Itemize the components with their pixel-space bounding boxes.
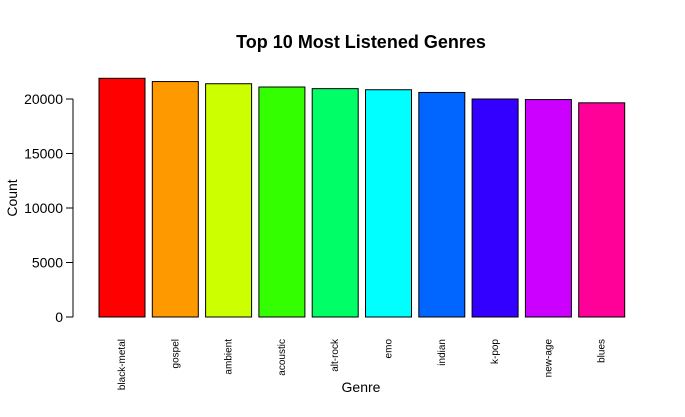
x-tick-label-blues: blues (597, 339, 608, 363)
bar-alt-rock (311, 88, 359, 318)
bar-new-age (524, 99, 572, 318)
x-tick-label-alt-rock: alt-rock (330, 338, 341, 372)
x-tick-label-acoustic: acoustic (277, 339, 288, 376)
y-tick-label: 5000 (32, 255, 63, 271)
bar-blues (578, 102, 626, 318)
x-tick-label-gospel: gospel (170, 339, 181, 368)
bar-acoustic (258, 86, 306, 318)
x-tick-label-emo: emo (384, 339, 395, 359)
bar-emo (365, 89, 412, 318)
y-tick-label: 10000 (24, 200, 63, 216)
x-tick-label-indian: indian (437, 339, 448, 366)
bar-indian (418, 91, 466, 318)
y-axis: 0 5000 10000 15000 20000 (24, 91, 74, 325)
y-axis-label: Count (4, 179, 20, 216)
x-tick-label-black-metal: black-metal (117, 339, 128, 390)
x-tick-label-k-pop: k-pop (490, 339, 501, 364)
y-tick-label: 15000 (24, 146, 63, 162)
x-tick-labels: black-metal gospel ambient acoustic alt-rock… (117, 338, 608, 390)
bar-black-metal (98, 77, 146, 318)
y-tick-label: 0 (55, 309, 63, 325)
bar-k-pop (471, 98, 519, 318)
x-tick-label-ambient: ambient (224, 339, 235, 375)
bar-gospel (151, 81, 199, 318)
bars-group (98, 77, 626, 318)
bar-ambient (205, 83, 253, 318)
x-tick-label-new-age: new-age (543, 339, 554, 378)
chart-title: Top 10 Most Listened Genres (236, 32, 486, 52)
x-axis-label: Genre (342, 379, 381, 395)
y-tick-label: 20000 (24, 91, 63, 107)
